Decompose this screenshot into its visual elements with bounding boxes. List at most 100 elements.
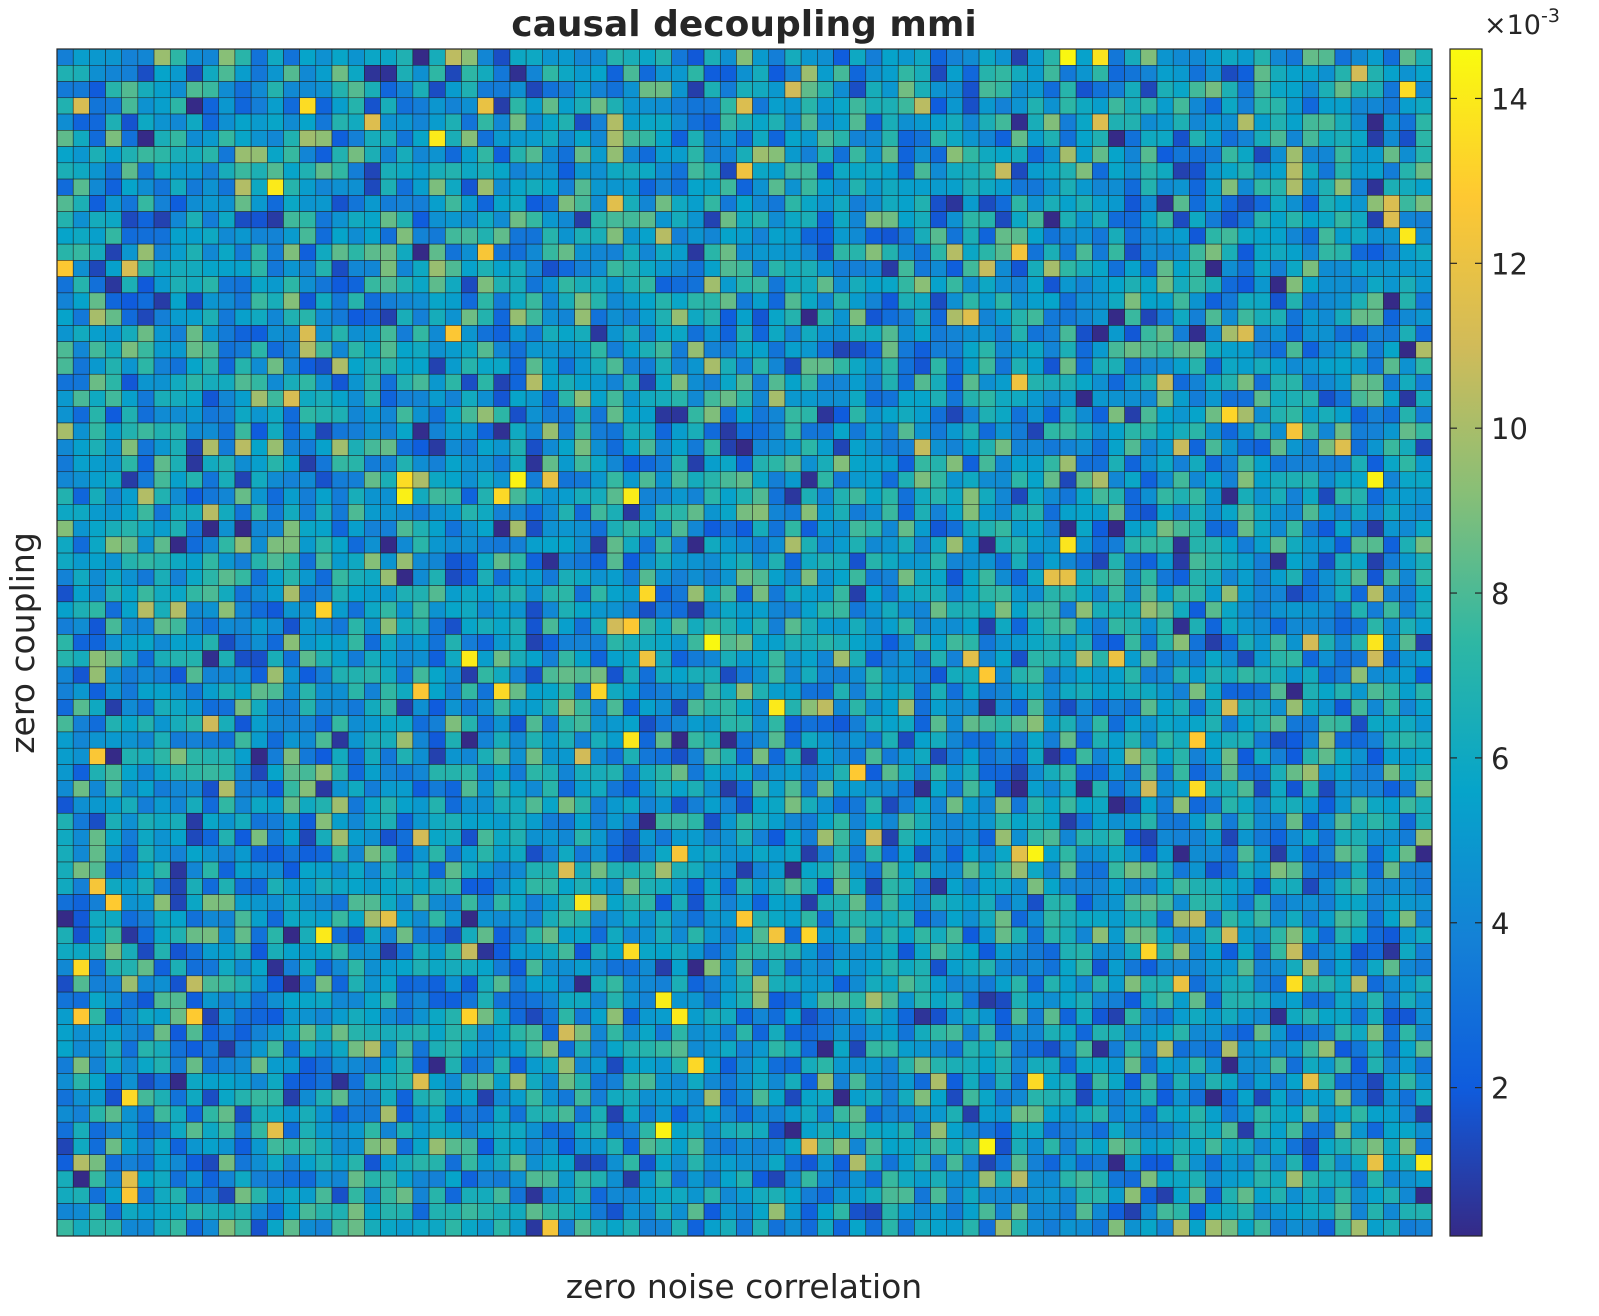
heatmap-cell xyxy=(994,764,1012,781)
heatmap-cell xyxy=(849,81,867,99)
heatmap-cell xyxy=(105,195,122,212)
heatmap-cell xyxy=(1383,975,1400,993)
heatmap-cell xyxy=(1350,894,1368,912)
heatmap-cell xyxy=(493,195,511,212)
heatmap-cell xyxy=(1221,65,1239,82)
heatmap-cell xyxy=(1383,178,1400,196)
heatmap-cell xyxy=(267,422,284,440)
heatmap-cell xyxy=(493,227,511,245)
heatmap-cell xyxy=(56,504,74,521)
heatmap-cell xyxy=(590,910,608,928)
heatmap-cell xyxy=(994,390,1012,407)
heatmap-cell xyxy=(477,991,495,1009)
heatmap-cell xyxy=(1189,113,1206,131)
heatmap-cell xyxy=(267,65,284,82)
heatmap-cell xyxy=(542,178,559,196)
heatmap-cell xyxy=(978,422,996,440)
heatmap-cell xyxy=(1140,341,1158,359)
heatmap-cell xyxy=(558,715,575,733)
heatmap-cell xyxy=(461,975,478,993)
heatmap-cell xyxy=(542,991,559,1009)
heatmap-cell xyxy=(606,113,624,131)
heatmap-cell xyxy=(1011,910,1028,928)
heatmap-cell xyxy=(752,650,770,668)
heatmap-cell xyxy=(1221,422,1239,440)
heatmap-cell xyxy=(736,910,753,928)
heatmap-cell xyxy=(509,715,527,733)
heatmap-cell xyxy=(590,471,608,489)
heatmap-cell xyxy=(978,601,996,619)
heatmap-cell xyxy=(978,991,996,1009)
heatmap-cell xyxy=(1318,130,1336,147)
heatmap-cell xyxy=(1286,487,1303,505)
heatmap-cell xyxy=(72,65,90,82)
heatmap-cell xyxy=(137,829,155,846)
heatmap-cell xyxy=(1059,650,1077,668)
heatmap-cell xyxy=(364,764,381,781)
heatmap-cell xyxy=(1302,504,1320,521)
heatmap-cell xyxy=(1027,504,1045,521)
heatmap-cell xyxy=(1189,471,1206,489)
heatmap-cell xyxy=(946,780,964,798)
heatmap-cell xyxy=(396,81,414,99)
heatmap-cell xyxy=(1011,455,1028,473)
heatmap-cell xyxy=(283,162,300,180)
heatmap-cell xyxy=(1205,780,1222,798)
heatmap-cell xyxy=(1172,796,1190,814)
heatmap-cell xyxy=(817,243,834,261)
heatmap-cell xyxy=(1075,455,1093,473)
heatmap-cell xyxy=(396,439,414,456)
heatmap-cell xyxy=(1027,211,1045,229)
heatmap-cell xyxy=(784,276,802,294)
heatmap-cell xyxy=(1399,308,1417,326)
heatmap-cell xyxy=(477,552,495,570)
heatmap-cell xyxy=(1172,569,1190,586)
heatmap-cell xyxy=(1172,146,1190,164)
heatmap-cell xyxy=(428,48,446,66)
heatmap-cell xyxy=(396,959,414,977)
heatmap-cell xyxy=(89,796,106,814)
heatmap-cell xyxy=(978,764,996,781)
heatmap-cell xyxy=(978,146,996,164)
heatmap-cell xyxy=(299,487,317,505)
heatmap-cell xyxy=(105,243,122,261)
heatmap-cell xyxy=(946,829,964,846)
heatmap-cell xyxy=(1075,617,1093,635)
heatmap-cell xyxy=(72,341,90,359)
heatmap-cell xyxy=(1189,487,1206,505)
heatmap-cell xyxy=(817,975,834,993)
heatmap-cell xyxy=(1237,731,1255,749)
heatmap-cell xyxy=(1027,585,1045,603)
heatmap-cell xyxy=(865,682,883,700)
heatmap-cell xyxy=(509,373,527,391)
heatmap-cell xyxy=(687,146,705,164)
heatmap-cell xyxy=(962,406,980,424)
heatmap-cell xyxy=(1011,975,1028,993)
heatmap-cell xyxy=(752,780,770,798)
heatmap-cell xyxy=(719,959,737,977)
heatmap-cell xyxy=(525,617,543,635)
heatmap-cell xyxy=(930,292,947,310)
heatmap-cell xyxy=(1367,422,1384,440)
heatmap-cell xyxy=(736,227,753,245)
heatmap-cell xyxy=(1383,845,1400,863)
heatmap-cell xyxy=(283,130,300,147)
heatmap-cell xyxy=(1156,211,1174,229)
heatmap-cell xyxy=(234,471,252,489)
heatmap-cell xyxy=(315,878,333,895)
heatmap-cell xyxy=(89,130,106,147)
heatmap-cell xyxy=(817,666,834,684)
heatmap-cell xyxy=(752,341,770,359)
heatmap-cell xyxy=(930,747,947,765)
heatmap-cell xyxy=(1269,959,1287,977)
heatmap-cell xyxy=(105,130,122,147)
heatmap-cell xyxy=(768,552,786,570)
heatmap-cell xyxy=(784,764,802,781)
heatmap-cell xyxy=(736,569,753,586)
heatmap-cell xyxy=(1269,536,1287,554)
heatmap-cell xyxy=(1043,422,1061,440)
heatmap-cell xyxy=(671,260,689,277)
heatmap-cell xyxy=(380,292,397,310)
heatmap-cell xyxy=(56,617,74,635)
heatmap-cell xyxy=(1221,569,1239,586)
